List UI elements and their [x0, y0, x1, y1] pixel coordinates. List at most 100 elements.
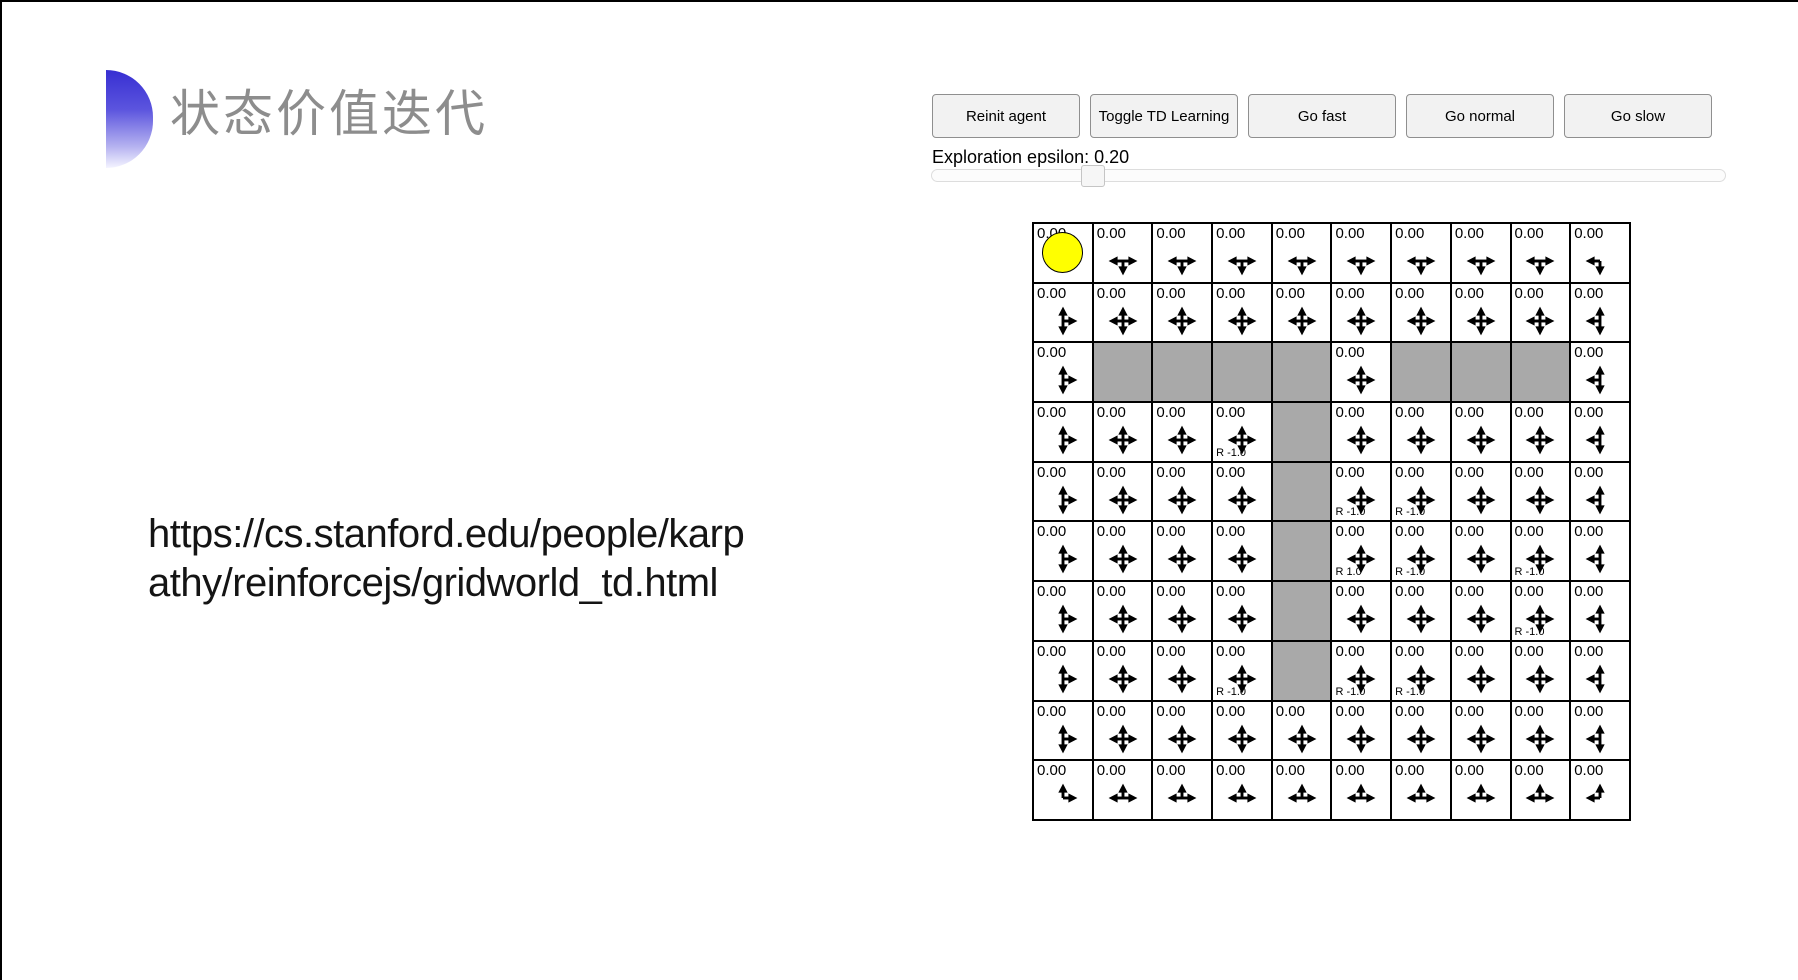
policy-arrows-icon	[1406, 604, 1436, 634]
state-value: 0.00	[1216, 642, 1246, 660]
epsilon-slider-handle[interactable]	[1081, 165, 1105, 187]
policy-arrows-icon	[1406, 256, 1436, 276]
policy-arrows-icon	[1227, 724, 1257, 753]
policy-arrows-icon	[1108, 604, 1137, 634]
state-value: 0.00	[1395, 404, 1425, 422]
state-value: 0.00	[1096, 523, 1126, 541]
policy-arrows-icon	[1406, 425, 1436, 455]
grid-cell: 0.00	[1271, 223, 1332, 283]
state-value: 0.00	[1335, 404, 1365, 422]
state-value: 0.00	[1275, 702, 1305, 720]
go-fast-button[interactable]: Go fast	[1248, 94, 1396, 138]
state-value: 0.00	[1514, 702, 1544, 720]
url-text: https://cs.stanford.edu/people/karp athy…	[148, 510, 745, 608]
go-slow-button[interactable]: Go slow	[1564, 94, 1712, 138]
reinit-agent-button[interactable]: Reinit agent	[932, 94, 1080, 138]
url-line-1: https://cs.stanford.edu/people/karp	[148, 512, 745, 556]
grid-cell: 0.00	[1092, 402, 1153, 462]
state-value: 0.00	[1514, 463, 1544, 481]
policy-arrows-icon	[1585, 664, 1605, 694]
state-value: 0.00	[1454, 762, 1485, 780]
grid-cell: 0.00	[1570, 760, 1630, 820]
state-value: 0.00	[1156, 523, 1186, 541]
state-value: 0.00	[1574, 523, 1604, 541]
epsilon-slider[interactable]	[931, 165, 1726, 187]
url-line-2: athy/reinforcejs/gridworld_td.html	[148, 561, 718, 606]
grid-cell: 0.00	[1450, 223, 1511, 283]
demo-button-row: Reinit agent Toggle TD Learning Go fast Go …	[932, 94, 1712, 138]
grid-cell: 0.00	[1450, 760, 1511, 820]
state-value: 0.00	[1216, 463, 1246, 481]
state-value: 0.00	[1514, 284, 1544, 302]
policy-arrows-icon	[1058, 425, 1078, 455]
policy-arrows-icon	[1167, 724, 1197, 753]
grid-cell: 0.00	[1152, 461, 1213, 522]
reward-label: R -1.0	[1514, 566, 1545, 579]
grid-cell: 0.00	[1510, 461, 1571, 522]
grid-cell: 0.00	[1570, 223, 1630, 283]
wall-cell	[1271, 342, 1332, 403]
state-value: 0.00	[1156, 702, 1186, 720]
grid-cell: 0.00 R -1.0	[1212, 640, 1272, 701]
policy-arrows-icon	[1525, 256, 1555, 276]
grid-cell: 0.00	[1570, 461, 1630, 522]
grid-cell: 0.00	[1152, 282, 1213, 343]
state-value: 0.00	[1216, 523, 1246, 541]
grid-cell: 0.00 R -1.0	[1391, 640, 1451, 701]
grid-cell: 0.00 R -1.0	[1212, 402, 1272, 462]
state-value: 0.00	[1395, 702, 1425, 720]
grid-cell: 0.00	[1331, 760, 1392, 820]
grid-cell: 0.00	[1033, 282, 1093, 343]
state-value: 0.00	[1454, 463, 1485, 481]
policy-arrows-icon	[1585, 425, 1605, 455]
policy-arrows-icon	[1108, 724, 1137, 753]
go-normal-button[interactable]: Go normal	[1406, 94, 1554, 138]
state-value: 0.00	[1156, 284, 1186, 302]
state-value: 0.00	[1574, 284, 1604, 302]
policy-arrows-icon	[1227, 485, 1257, 515]
policy-arrows-icon	[1346, 306, 1376, 336]
grid-cell: 0.00	[1570, 282, 1630, 343]
state-value: 0.00	[1216, 225, 1246, 242]
policy-arrows-icon	[1227, 664, 1257, 694]
policy-arrows-icon	[1466, 783, 1496, 803]
toggle-td-learning-button[interactable]: Toggle TD Learning	[1090, 94, 1238, 138]
grid-cell: 0.00	[1391, 581, 1451, 641]
grid-cell: 0.00	[1391, 700, 1451, 761]
policy-arrows-icon	[1346, 365, 1376, 395]
grid-cell: 0.00	[1152, 760, 1213, 820]
state-value: 0.00	[1037, 404, 1067, 422]
grid-cell: 0.00	[1212, 700, 1272, 761]
state-value: 0.00	[1037, 762, 1067, 780]
grid-cell: 0.00	[1391, 760, 1451, 820]
policy-arrows-icon	[1346, 604, 1376, 634]
state-value: 0.00	[1096, 225, 1126, 242]
policy-arrows-icon	[1227, 545, 1257, 574]
grid-cell: 0.00	[1450, 282, 1511, 343]
grid-cell: 0.00	[1033, 223, 1093, 283]
policy-arrows-icon	[1466, 604, 1496, 634]
policy-arrows-icon	[1525, 306, 1555, 336]
policy-arrows-icon	[1058, 545, 1078, 574]
policy-arrows-icon	[1346, 256, 1376, 276]
gridworld-grid: 0.00 0.00 0.00 0.00 0.00 0.00 0.00 0.00 0.00 0.00…	[1032, 222, 1631, 821]
policy-arrows-icon	[1585, 256, 1605, 276]
grid-cell: 0.00	[1033, 461, 1093, 522]
state-value: 0.00	[1156, 642, 1186, 660]
grid-cell: 0.00	[1570, 640, 1630, 701]
reward-label: R -1.0	[1395, 685, 1426, 698]
state-value: 0.00	[1574, 642, 1604, 660]
policy-arrows-icon	[1108, 664, 1137, 694]
policy-arrows-icon	[1227, 604, 1257, 634]
state-value: 0.00	[1395, 225, 1425, 242]
grid-cell: 0.00	[1450, 640, 1511, 701]
policy-arrows-icon	[1466, 485, 1496, 515]
grid-cell: 0.00	[1510, 282, 1571, 343]
grid-cell: 0.00	[1033, 581, 1093, 641]
state-value: 0.00	[1454, 583, 1485, 601]
grid-cell: 0.00	[1570, 402, 1630, 462]
grid-cell: 0.00	[1152, 402, 1213, 462]
grid-cell: 0.00	[1152, 700, 1213, 761]
wall-cell	[1271, 581, 1332, 641]
state-value: 0.00	[1454, 225, 1485, 242]
